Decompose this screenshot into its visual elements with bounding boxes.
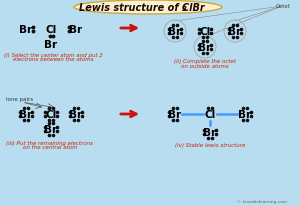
Text: (ii) Complete the octet: (ii) Complete the octet bbox=[174, 59, 236, 64]
Text: Br: Br bbox=[20, 25, 33, 35]
Text: electrons between the atoms: electrons between the atoms bbox=[13, 57, 93, 62]
Text: Cl: Cl bbox=[45, 25, 57, 35]
Text: on outside atoms: on outside atoms bbox=[181, 64, 229, 69]
Text: Br: Br bbox=[203, 127, 217, 137]
Text: Br: Br bbox=[168, 27, 182, 37]
Text: lone pairs: lone pairs bbox=[6, 97, 34, 102]
Text: Cl: Cl bbox=[200, 27, 211, 37]
Text: Br: Br bbox=[20, 109, 33, 119]
Text: Br: Br bbox=[168, 109, 182, 119]
Text: (i) Select the center atom and put 2: (i) Select the center atom and put 2 bbox=[4, 52, 102, 57]
Text: (iii) Put the remaining electrons: (iii) Put the remaining electrons bbox=[7, 140, 94, 145]
Ellipse shape bbox=[74, 1, 222, 15]
Text: Br: Br bbox=[198, 43, 212, 53]
Text: Br: Br bbox=[44, 40, 58, 50]
Text: © knordislearning.com: © knordislearning.com bbox=[237, 199, 287, 203]
Text: Br: Br bbox=[228, 27, 242, 37]
Text: Br: Br bbox=[69, 109, 82, 119]
Text: Br: Br bbox=[238, 109, 252, 119]
Text: Br: Br bbox=[44, 124, 58, 134]
Text: Octet: Octet bbox=[276, 4, 290, 8]
Text: Br: Br bbox=[69, 25, 82, 35]
Text: on the central atom: on the central atom bbox=[23, 144, 77, 149]
Text: Cl: Cl bbox=[204, 109, 216, 119]
Text: 3: 3 bbox=[182, 6, 186, 12]
Text: Cl: Cl bbox=[45, 109, 57, 119]
Text: (iv) Stable lewis structure: (iv) Stable lewis structure bbox=[175, 142, 245, 147]
Text: Lewis structure of ClBr: Lewis structure of ClBr bbox=[79, 3, 205, 13]
